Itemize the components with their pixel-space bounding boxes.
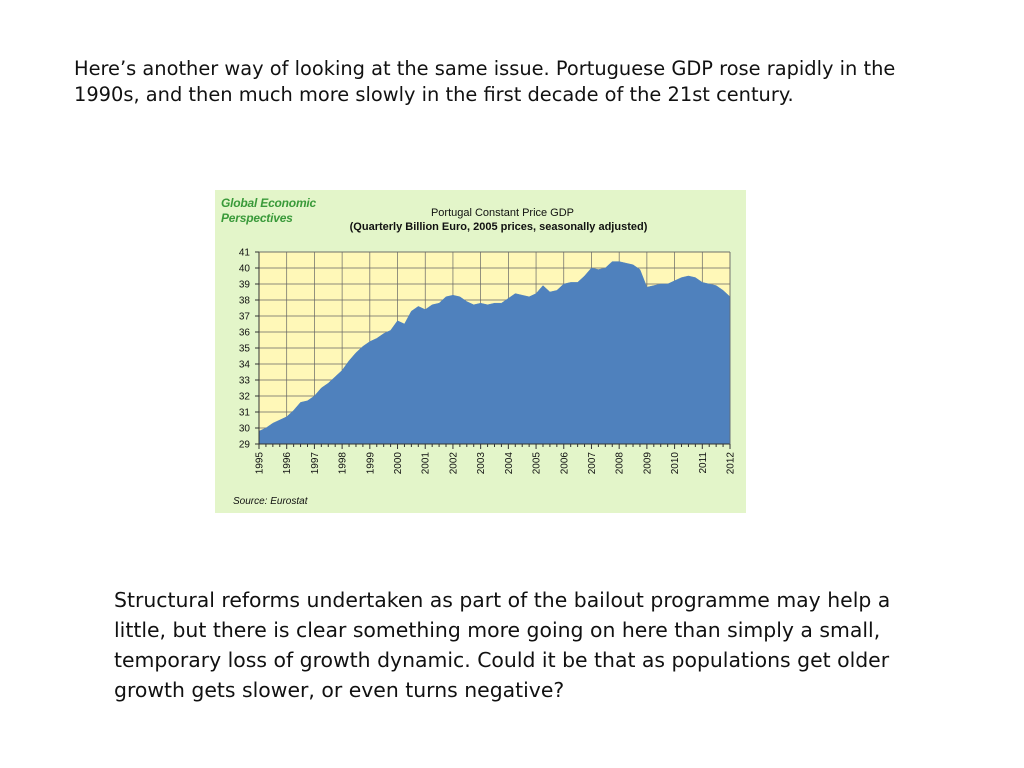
brand-line-2: Perspectives xyxy=(221,211,293,225)
x-tick-label: 2012 xyxy=(726,452,737,475)
brand-line-1: Global Economic xyxy=(221,196,317,210)
outro-paragraph: Structural reforms undertaken as part of… xyxy=(114,588,891,702)
gdp-area-series xyxy=(258,261,731,445)
x-tick-label: 1996 xyxy=(282,452,293,475)
y-tick-label: 38 xyxy=(239,296,251,307)
x-tick-label: 2003 xyxy=(476,452,487,475)
y-tick-label: 39 xyxy=(239,280,251,291)
x-tick-label: 2000 xyxy=(393,452,404,475)
gdp-area-chart: 29 30 31 32 33 34 35 36 37 38 39 40 41 1995 1996 1997 19… xyxy=(239,248,737,475)
chart-subtitle: (Quarterly Billion Euro, 2005 prices, se… xyxy=(349,221,648,233)
y-tick-label: 41 xyxy=(239,248,251,259)
chart-title: Portugal Constant Price GDP xyxy=(430,207,575,219)
y-tick-label: 35 xyxy=(239,344,251,355)
x-tick-label: 2008 xyxy=(615,452,626,475)
y-tick-label: 40 xyxy=(239,264,251,275)
x-tick-label: 1998 xyxy=(338,452,349,475)
x-tick-label: 1999 xyxy=(365,452,376,475)
x-tick-label: 2007 xyxy=(587,452,598,475)
x-tick-label: 2001 xyxy=(421,452,432,475)
y-tick-label: 33 xyxy=(239,376,251,387)
x-tick-label: 1997 xyxy=(310,452,321,475)
x-tick-label: 2006 xyxy=(559,452,570,475)
x-tick-label: 1995 xyxy=(255,452,266,475)
x-tick-label: 2011 xyxy=(698,452,709,474)
y-tick-label: 29 xyxy=(239,440,251,451)
x-tick-label: 2005 xyxy=(532,452,543,475)
y-tick-label: 32 xyxy=(239,392,251,403)
x-tick-label: 2009 xyxy=(642,452,653,475)
y-tick-label: 34 xyxy=(239,360,251,371)
gdp-chart-panel: Global Economic Perspectives Portugal Co… xyxy=(215,190,746,513)
intro-paragraph: Here’s another way of looking at the sam… xyxy=(74,57,896,106)
chart-source: Source: Eurostat xyxy=(233,496,308,507)
y-tick-label: 30 xyxy=(239,424,251,435)
y-tick-label: 37 xyxy=(239,312,251,323)
x-tick-label: 2010 xyxy=(670,452,681,475)
x-tick-label: 2004 xyxy=(504,452,515,475)
x-tick-label: 2002 xyxy=(448,452,459,475)
y-tick-label: 36 xyxy=(239,328,251,339)
brand-logo-text: Global Economic Perspectives xyxy=(221,196,316,226)
y-tick-label: 31 xyxy=(239,408,251,419)
